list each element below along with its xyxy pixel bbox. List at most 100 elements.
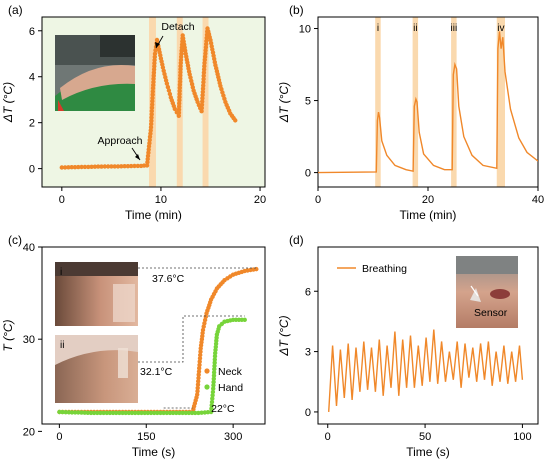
data-point [199,102,205,108]
data-point [183,410,188,416]
y-tick-label: 3 [305,347,311,359]
data-point [209,406,214,411]
x-tick-label: 0 [315,194,321,206]
approach-arrowhead [135,154,140,160]
data-point [148,125,154,130]
data-point [147,141,152,146]
x-axis-label: Time (s) [132,445,176,459]
data-point [242,317,247,323]
data-point [167,410,173,416]
data-point [110,410,116,416]
data-point [98,410,103,416]
panel-label: (b) [289,3,304,17]
data-point [152,51,158,56]
data-point [196,375,201,381]
data-point [201,80,206,85]
data-point [197,356,203,361]
data-point [148,410,154,416]
data-point [177,88,182,94]
legend-label-breathing: Breathing [362,263,407,275]
data-point [176,104,182,109]
data-point [149,115,154,120]
data-point [161,410,166,416]
data-point [152,410,157,416]
data-point [211,379,216,385]
data-point [212,357,217,362]
data-point [144,163,150,168]
data-point [201,70,207,75]
data-point [158,410,163,416]
data-point [200,96,205,101]
data-point [117,410,122,416]
data-point [205,410,211,415]
panel-label: (d) [289,233,304,247]
series-line [318,31,538,174]
data-point [200,99,205,104]
data-point [196,369,202,374]
inset-photo-face: Sensor [456,256,518,328]
data-point [177,410,182,416]
data-point [178,70,183,75]
data-point [203,45,209,50]
data-point [114,410,119,416]
y-axis-label: ΔT (°C) [1,82,15,123]
data-point [112,164,117,169]
x-tick-label: 100 [513,431,531,443]
x-axis-label: Time (min) [125,208,182,222]
data-point [60,409,65,415]
y-tick-label: 6 [29,26,35,38]
inset-label-ii: ii [60,340,64,351]
data-point [201,324,206,329]
data-point [129,163,134,169]
y-tick-label: 20 [23,426,35,438]
x-tick-label: 300 [224,431,242,443]
x-axis-label: Time (s) [406,445,450,459]
data-point [197,359,202,364]
data-point [145,153,151,159]
data-point [186,410,192,416]
data-point [210,393,215,398]
data-point [147,134,153,139]
y-tick-label: 4 [29,72,35,84]
x-tick-label: 40 [532,194,544,206]
data-point [99,164,104,169]
axes-frame [317,246,539,425]
data-point [210,396,215,401]
data-point [193,410,198,416]
data-point [146,150,151,155]
data-point [155,410,160,416]
data-point [211,370,217,375]
data-point [79,410,84,415]
panel-label: (a) [8,3,23,17]
inset-photo-finger [55,35,135,111]
data-point [147,137,152,143]
data-point [200,89,205,95]
data-point [177,91,182,97]
data-point [57,409,62,415]
detach-label: Detach [161,21,194,33]
data-point [63,410,68,415]
data-point [152,64,157,69]
data-point [196,410,201,416]
y-tick-label: 30 [23,334,35,346]
data-point [73,410,78,415]
x-tick-label: 0 [56,431,62,443]
data-point [211,376,216,381]
chart-panel-a: 0 10 20 0 2 4 6 Time (min) ΔT (°C) (a) Approach Det… [1,3,266,222]
band-label: i [377,23,379,34]
y-axis-label: ΔT (°C) [277,82,291,123]
y-tick-label: 0 [305,168,311,180]
data-point [86,164,91,170]
data-point [209,403,214,408]
data-point [160,65,166,70]
legend-marker-hand [204,384,210,390]
data-point [119,164,124,169]
data-point [59,165,64,170]
data-point [129,410,135,416]
data-point [201,83,206,88]
data-point [177,85,182,91]
x-tick-label: 0 [325,431,331,443]
